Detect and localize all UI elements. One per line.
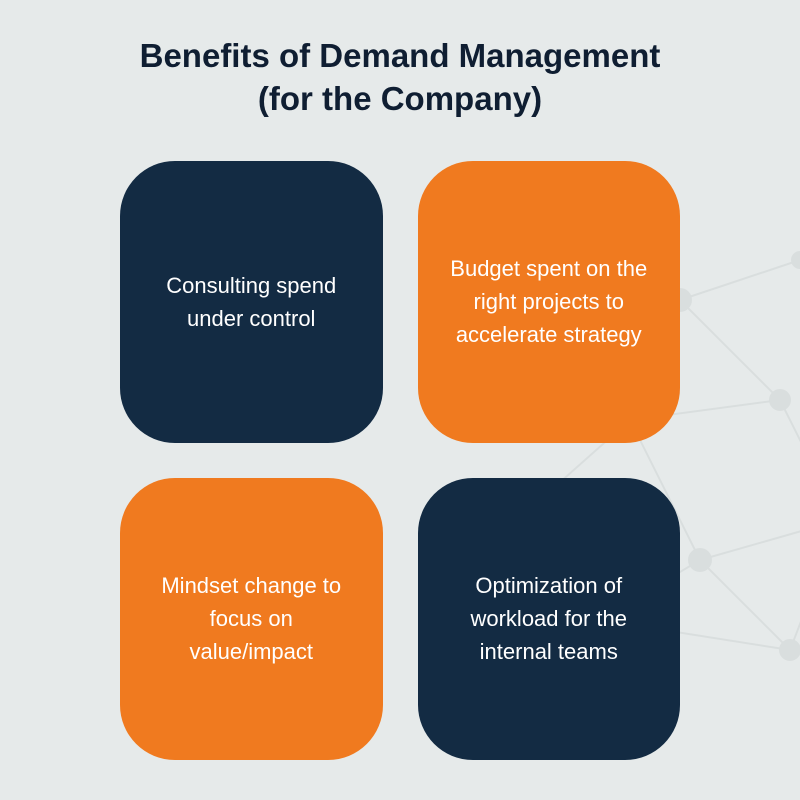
title-line-1: Benefits of Demand Management <box>140 37 661 74</box>
card-workload-optimization: Optimization of workload for the interna… <box>418 478 681 760</box>
card-consulting-spend: Consulting spend under control <box>120 161 383 443</box>
card-text: Budget spent on the right projects to ac… <box>448 252 651 351</box>
card-text: Optimization of workload for the interna… <box>448 569 651 668</box>
card-budget-projects: Budget spent on the right projects to ac… <box>418 161 681 443</box>
card-mindset-change: Mindset change to focus on value/impact <box>120 478 383 760</box>
infographic-container: Benefits of Demand Management (for the C… <box>0 0 800 800</box>
card-text: Mindset change to focus on value/impact <box>150 569 353 668</box>
page-title: Benefits of Demand Management (for the C… <box>60 35 740 121</box>
card-text: Consulting spend under control <box>150 269 353 335</box>
title-line-2: (for the Company) <box>258 80 542 117</box>
card-grid: Consulting spend under control Budget sp… <box>60 161 740 760</box>
